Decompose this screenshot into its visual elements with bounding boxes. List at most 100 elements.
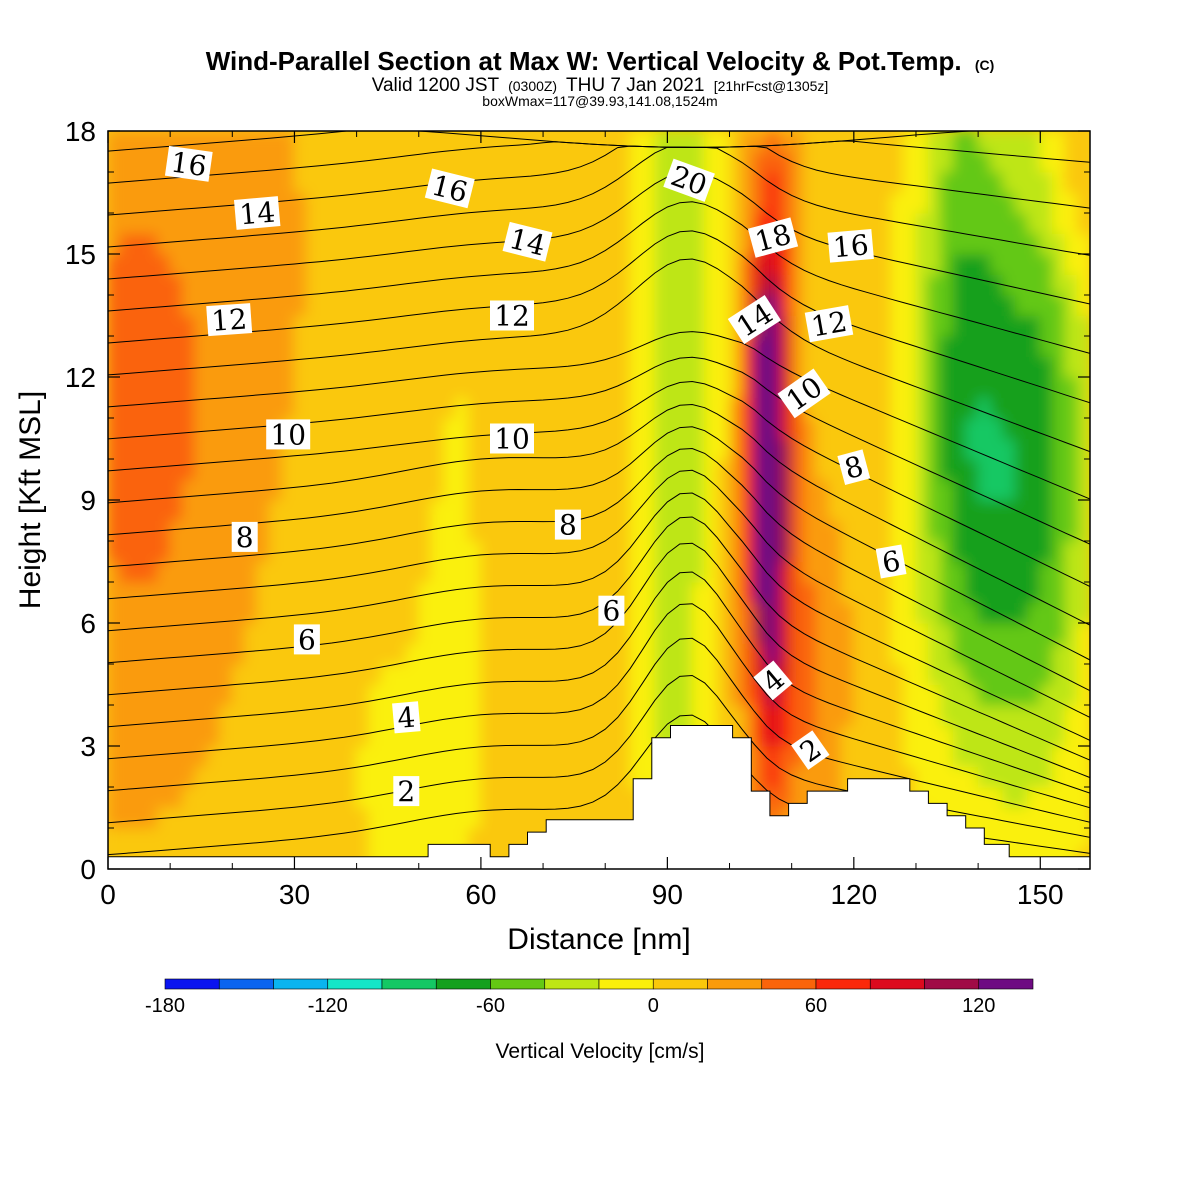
velocity-cell xyxy=(1002,745,1016,767)
velocity-cell xyxy=(940,499,954,521)
velocity-cell xyxy=(753,171,768,193)
velocity-cell xyxy=(119,786,134,808)
velocity-cell xyxy=(542,151,556,173)
velocity-cell xyxy=(467,356,482,378)
velocity-cell xyxy=(206,807,221,829)
velocity-cell xyxy=(517,499,532,521)
velocity-cell xyxy=(691,520,706,542)
velocity-cell xyxy=(132,131,146,152)
velocity-cell xyxy=(318,376,333,398)
velocity-cell xyxy=(455,212,469,234)
velocity-cell xyxy=(753,602,768,624)
velocity-cell xyxy=(691,663,706,685)
velocity-cell xyxy=(157,663,171,685)
velocity-cell xyxy=(890,622,905,644)
velocity-cell xyxy=(977,725,992,747)
velocity-cell xyxy=(343,335,358,357)
velocity-cell xyxy=(219,766,233,788)
velocity-cell xyxy=(1077,438,1090,460)
velocity-cell xyxy=(306,397,320,419)
velocity-cell xyxy=(691,274,706,296)
velocity-cell xyxy=(567,171,581,193)
velocity-cell xyxy=(132,479,146,501)
velocity-cell xyxy=(1027,315,1041,337)
velocity-cell xyxy=(666,561,681,583)
velocity-cell xyxy=(927,356,942,378)
velocity-cell xyxy=(865,171,880,193)
velocity-cell xyxy=(1002,212,1016,234)
velocity-cell xyxy=(108,356,121,378)
velocity-cell xyxy=(343,192,358,214)
velocity-cell xyxy=(890,745,905,767)
velocity-cell xyxy=(393,827,407,849)
velocity-cell xyxy=(1064,171,1079,193)
velocity-cell xyxy=(853,212,867,234)
velocity-cell xyxy=(927,479,942,501)
velocity-cell xyxy=(828,356,842,378)
velocity-cell xyxy=(890,602,905,624)
velocity-cell xyxy=(318,253,333,275)
velocity-cell xyxy=(878,212,892,234)
velocity-cell xyxy=(816,397,830,419)
velocity-cell xyxy=(691,499,706,521)
velocity-cell xyxy=(778,417,793,439)
velocity-cell xyxy=(1064,294,1079,316)
velocity-cell xyxy=(890,151,905,173)
velocity-cell xyxy=(455,438,469,460)
velocity-cell xyxy=(592,499,606,521)
velocity-cell xyxy=(443,499,457,521)
velocity-cell xyxy=(542,438,556,460)
velocity-cell xyxy=(903,561,917,583)
velocity-cell xyxy=(480,766,494,788)
velocity-cell xyxy=(816,192,830,214)
velocity-cell xyxy=(206,171,221,193)
velocity-cell xyxy=(169,274,184,296)
velocity-cell xyxy=(741,274,755,296)
velocity-cell xyxy=(418,499,432,521)
velocity-cell xyxy=(890,294,905,316)
velocity-cell xyxy=(579,725,594,747)
velocity-cell xyxy=(331,827,345,849)
velocity-cell xyxy=(144,766,159,788)
velocity-cell xyxy=(132,233,146,255)
velocity-cell xyxy=(1002,581,1016,603)
velocity-cell xyxy=(679,581,693,603)
velocity-cell xyxy=(1039,274,1054,296)
velocity-cell xyxy=(853,335,867,357)
velocity-cell xyxy=(281,786,295,808)
velocity-cell xyxy=(766,151,780,173)
theta-contour-line xyxy=(108,426,1090,661)
velocity-cell xyxy=(206,581,221,603)
velocity-cell xyxy=(704,684,718,706)
velocity-cell xyxy=(716,499,731,521)
velocity-cell xyxy=(418,438,432,460)
velocity-cell xyxy=(368,581,382,603)
velocity-cell xyxy=(903,233,917,255)
velocity-cell xyxy=(741,663,755,685)
velocity-cell xyxy=(766,602,780,624)
velocity-cell xyxy=(331,274,345,296)
velocity-cell xyxy=(753,704,768,726)
velocity-cell xyxy=(281,479,295,501)
velocity-cell xyxy=(679,663,693,685)
velocity-cell xyxy=(505,192,519,214)
velocity-cell xyxy=(231,581,246,603)
velocity-cell xyxy=(443,376,457,398)
velocity-cell xyxy=(293,745,308,767)
velocity-cell xyxy=(144,643,159,665)
velocity-cell xyxy=(306,274,320,296)
velocity-cell xyxy=(1077,458,1090,480)
velocity-cell xyxy=(219,335,233,357)
velocity-cell xyxy=(182,479,196,501)
velocity-cell xyxy=(517,458,532,480)
velocity-cell xyxy=(1027,233,1041,255)
theta-contour-line xyxy=(108,331,1090,500)
velocity-cell xyxy=(1077,622,1090,644)
velocity-cell xyxy=(704,417,718,439)
velocity-cell xyxy=(915,212,929,234)
contour-label: 12 xyxy=(804,305,854,344)
velocity-cell xyxy=(666,704,681,726)
velocity-cell xyxy=(704,212,718,234)
velocity-cell xyxy=(915,233,929,255)
velocity-cell xyxy=(108,520,121,542)
